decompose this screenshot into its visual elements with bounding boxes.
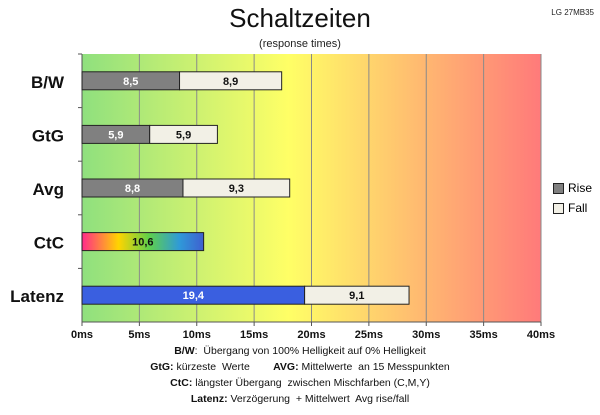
bar-fall <box>182 178 291 198</box>
note-term: B/W <box>174 345 195 357</box>
note-text: kürzeste Werte <box>173 361 274 373</box>
legend-label-rise: Rise <box>568 181 593 195</box>
x-tick-label: 25ms <box>355 329 383 341</box>
x-tick-label: 10ms <box>183 329 211 341</box>
note-text: : Übergang von 100% Helligkeit auf 0% He… <box>194 345 426 357</box>
data-label: 8,9 <box>223 76 238 88</box>
note-term: CtC: <box>170 377 193 389</box>
data-label: 5,9 <box>176 129 191 141</box>
data-label: 9,3 <box>229 183 244 195</box>
legend-item-rise: Rise <box>553 178 592 198</box>
note-line-bw: B/W: Übergang von 100% Helligkeit auf 0%… <box>0 343 600 359</box>
note-term: AVG: <box>273 361 299 373</box>
x-tick-label: 30ms <box>412 329 440 341</box>
legend-swatch-rise <box>553 182 564 194</box>
bar-fall <box>304 285 410 305</box>
legend-item-fall: Fall <box>553 198 592 218</box>
monitor-model-label: LG 27MB35 <box>551 8 594 17</box>
note-line-ctc: CtC: längster Übergang zwischen Mischfar… <box>0 375 600 391</box>
x-tick-label: 15ms <box>240 329 268 341</box>
y-category-label: CtC <box>34 234 64 253</box>
data-label: 10,6 <box>132 237 153 249</box>
data-label: 5,9 <box>108 129 123 141</box>
y-category-label: B/W <box>31 73 65 92</box>
note-term: GtG: <box>150 361 174 373</box>
chart-legend: Rise Fall <box>553 178 592 218</box>
chart-title: Schaltzeiten <box>229 3 371 33</box>
chart-subtitle: (response times) <box>259 38 341 50</box>
bar-ctc <box>81 232 205 252</box>
data-label: 9,1 <box>349 290 364 302</box>
x-tick-label: 0ms <box>71 329 93 341</box>
bar-fall <box>179 71 283 91</box>
x-tick-label: 20ms <box>297 329 325 341</box>
note-term: Latenz: <box>190 393 228 405</box>
x-tick-label: 5ms <box>128 329 150 341</box>
chart-notes: B/W: Übergang von 100% Helligkeit auf 0%… <box>0 343 600 407</box>
legend-label-fall: Fall <box>568 201 588 215</box>
note-text: Verzögerung + Mittelwert Avg rise/fall <box>227 393 410 405</box>
y-category-label: Latenz <box>10 287 64 306</box>
x-tick-label: 35ms <box>470 329 498 341</box>
note-line-latenz: Latenz: Verzögerung + Mittelwert Avg ris… <box>0 391 600 407</box>
note-text: längster Übergang zwischen Mischfarben (… <box>192 377 430 389</box>
data-label: 8,8 <box>125 183 140 195</box>
x-tick-label: 40ms <box>527 329 555 341</box>
chart-plot: 0ms 5ms 10ms 15ms 20ms 25ms 30ms 35ms 40ms B/W 8,5… <box>10 53 555 341</box>
data-label: 19,4 <box>183 290 205 302</box>
note-text: Mittelwerte an 15 Messpunkten <box>298 361 450 373</box>
y-category-label: GtG <box>32 126 64 145</box>
data-label: 8,5 <box>123 76 138 88</box>
legend-swatch-fall <box>553 202 564 214</box>
y-category-label: Avg <box>33 180 65 199</box>
note-line-gtg-avg: GtG: kürzeste Werte AVG: Mittelwerte an … <box>0 359 600 375</box>
bar-fall <box>149 124 218 144</box>
